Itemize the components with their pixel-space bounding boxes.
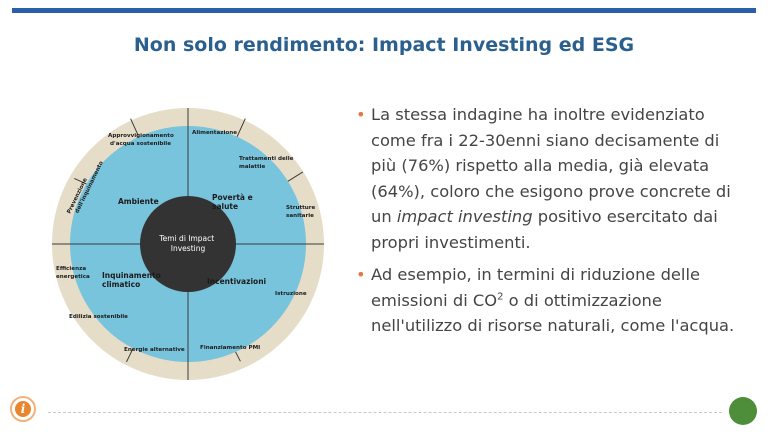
svg-text:Temi di Impact Investing: Temi di Impact Investing	[158, 234, 216, 253]
info-logo-icon: i	[10, 396, 36, 422]
svg-text:Povertà e salute: Povertà e salute	[212, 193, 255, 211]
outer-label-pmi: Finanziamento PMI	[200, 345, 260, 351]
bullet-1-text-b: positivo esercitato dai propri investime…	[371, 207, 718, 252]
center-circle	[140, 196, 236, 292]
outer-label-istruzione: Istruzione	[275, 291, 307, 297]
theme-inquinamento-line2: climatico	[102, 280, 140, 289]
center-label-line1: Temi di Impact	[158, 234, 214, 243]
theme-inquinamento-line1: Inquinamento	[102, 271, 161, 280]
svg-text:Trattamenti delle malattie: Trattamenti delle malattie	[239, 156, 295, 170]
bullet-item-2: • Ad esempio, in termini di riduzione de…	[356, 262, 746, 339]
outer-label-efficienza-line1: Efficienza	[56, 266, 86, 272]
bullet-item-1: • La stessa indagine ha inoltre evidenzi…	[356, 102, 746, 255]
theme-ambiente: Ambiente	[118, 197, 159, 206]
outer-label-strutture-line2: sanitarie	[286, 213, 314, 219]
bullet-marker: •	[356, 265, 366, 284]
svg-text:Strutture sanitarie: Strutture sanitarie	[286, 205, 317, 219]
bullet-list: • La stessa indagine ha inoltre evidenzi…	[356, 102, 746, 346]
outer-label-acqua-line1: Approvvigionamento	[108, 133, 174, 139]
svg-text:Approvvigionamento d'acqua: Approvvigionamento d'acqua sostenibile	[108, 133, 176, 147]
bullet-1-text-a: La stessa indagine ha inoltre evidenziat…	[371, 105, 731, 226]
info-logo-letter: i	[15, 401, 31, 417]
outer-label-edilizia: Edilizia sostenibile	[69, 314, 128, 320]
bullet-2-text-a: Ad esempio, in termini di riduzione dell…	[371, 265, 700, 310]
theme-incentivazioni: Incentivazioni	[207, 277, 266, 286]
svg-text:Efficienza energetica: Efficienza energetica	[56, 266, 90, 280]
svg-text:Inquinamento climatico: Inquinamento climatico	[102, 271, 163, 289]
bullet-2-superscript: 2	[497, 291, 504, 303]
outer-label-malattie-line1: Trattamenti delle	[239, 156, 294, 162]
slide-title: Non solo rendimento: Impact Investing ed…	[133, 34, 635, 56]
outer-label-malattie-line2: malattie	[239, 164, 266, 170]
outer-label-strutture-line1: Strutture	[286, 205, 316, 211]
bullet-1-italic: impact investing	[396, 207, 533, 226]
outer-label-alimentazione: Alimentazione	[192, 130, 237, 136]
outer-label-acqua-line2: d'acqua sostenibile	[110, 141, 171, 147]
outer-label-efficienza-line2: energetica	[56, 274, 90, 280]
impact-themes-wheel: Temi di Impact Investing Ambiente Povert…	[52, 108, 324, 380]
outer-label-energie: Energie alternative	[124, 347, 185, 353]
bullet-2-text-b: o di ottimizzazione nell'utilizzo di ris…	[371, 290, 735, 336]
green-circle-icon	[729, 397, 757, 425]
theme-poverta-line1: Povertà e	[212, 193, 253, 202]
center-label-line2: Investing	[171, 244, 206, 253]
theme-poverta-line2: salute	[212, 202, 238, 211]
top-accent-bar	[12, 8, 756, 13]
bullet-marker: •	[356, 105, 366, 124]
footer-divider	[48, 412, 722, 413]
